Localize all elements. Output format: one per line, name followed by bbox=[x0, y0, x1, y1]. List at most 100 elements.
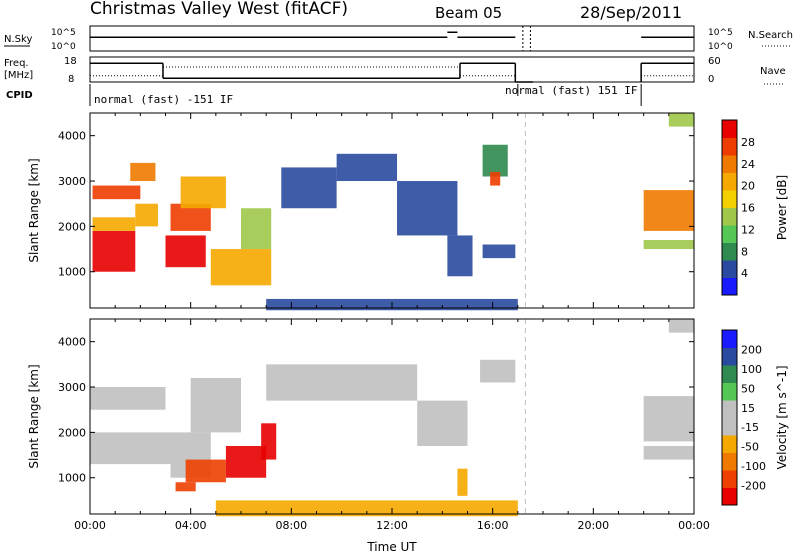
data-region bbox=[225, 445, 267, 478]
noise-tick-left-bottom: 10^0 bbox=[51, 42, 76, 52]
noise-panel bbox=[89, 25, 695, 52]
nave-tick-top: 60 bbox=[708, 56, 721, 67]
colorbar-cell bbox=[722, 347, 737, 366]
colorbar-cell bbox=[722, 137, 737, 156]
xlabel: Time UT bbox=[366, 540, 417, 554]
cpid-strip bbox=[89, 84, 642, 106]
colorbar-cell bbox=[722, 172, 737, 191]
colorbar-tick: 24 bbox=[741, 158, 755, 171]
nave-tick-bottom: 0 bbox=[708, 74, 714, 85]
xtick-label: 20:00 bbox=[577, 519, 609, 532]
ylabel: Slant Range [km] bbox=[27, 158, 41, 262]
freq-trace bbox=[90, 62, 694, 83]
noise-tick-right-bottom: 10^0 bbox=[708, 42, 733, 52]
ytick-label: 4000 bbox=[58, 336, 86, 349]
noise-tick-right-top: 10^5 bbox=[708, 28, 733, 38]
colorbar-tick: -50 bbox=[741, 441, 759, 454]
colorbar-tick: -200 bbox=[741, 480, 766, 493]
colorbar-label: Velocity [m s^-1] bbox=[775, 365, 789, 469]
colorbar-cell bbox=[722, 452, 737, 471]
power-colorbar: 4 8 12 16 20 24 28 Power [dB] bbox=[721, 119, 789, 296]
colorbar-tick: 28 bbox=[741, 136, 755, 149]
data-region bbox=[261, 423, 277, 460]
data-region bbox=[490, 171, 501, 186]
data-region bbox=[417, 400, 468, 446]
cpid-text-1: normal (fast) -151 IF bbox=[94, 93, 233, 106]
data-region bbox=[175, 482, 196, 492]
colorbar-label: Power [dB] bbox=[775, 175, 789, 240]
data-region bbox=[643, 396, 694, 442]
data-region bbox=[92, 185, 141, 200]
colorbar-tick: 8 bbox=[741, 245, 748, 258]
colorbar-tick: 15 bbox=[741, 402, 755, 415]
colorbar-tick: 200 bbox=[741, 343, 762, 356]
freq-label: Freq. bbox=[4, 58, 29, 69]
colorbar-cell bbox=[722, 382, 737, 401]
noise-sky-trace bbox=[90, 26, 694, 51]
colorbar-cell bbox=[722, 120, 737, 138]
ytick-label: 3000 bbox=[58, 381, 86, 394]
beam-label: Beam 05 bbox=[435, 4, 502, 22]
data-region bbox=[643, 239, 694, 250]
data-region bbox=[482, 244, 516, 259]
colorbar-cell bbox=[722, 470, 737, 488]
xtick-label: 00:00 bbox=[74, 519, 106, 532]
colorbar-tick: -15 bbox=[741, 421, 759, 434]
freq-unit-label: [MHz] bbox=[4, 70, 33, 81]
data-region bbox=[165, 235, 206, 268]
colorbar-frame bbox=[721, 119, 738, 296]
freq-tick-top: 18 bbox=[64, 56, 77, 67]
colorbar-tick: 4 bbox=[741, 267, 748, 280]
data-region bbox=[482, 144, 508, 177]
colorbar-cell bbox=[722, 330, 737, 348]
power-panel: 1000 2000 3000 4000 Slant Range [km] bbox=[27, 112, 695, 311]
data-region bbox=[185, 459, 226, 483]
data-region bbox=[643, 445, 694, 460]
data-region bbox=[668, 319, 694, 333]
noise-tick-left-top: 10^5 bbox=[51, 28, 76, 38]
nsky-label: N.Sky bbox=[4, 34, 32, 45]
colorbar-cell bbox=[722, 207, 737, 226]
colorbar-cell bbox=[722, 277, 737, 296]
cpid-label: CPID bbox=[6, 90, 33, 101]
data-region bbox=[180, 176, 226, 209]
xtick-label: 04:00 bbox=[175, 519, 207, 532]
ytick-label: 2000 bbox=[58, 220, 86, 233]
data-region bbox=[668, 113, 694, 127]
velocity-colorbar: -200 -100 -50 -15 15 50 100 200 Velocity [m s^-1… bbox=[721, 329, 789, 506]
data-region bbox=[190, 377, 241, 433]
ylabel: Slant Range [km] bbox=[27, 364, 41, 468]
data-region bbox=[241, 208, 272, 250]
ytick-label: 1000 bbox=[58, 472, 86, 485]
nave-label: Nave bbox=[760, 66, 786, 77]
data-region bbox=[643, 190, 694, 231]
colorbar-cell bbox=[722, 155, 737, 173]
ytick-label: 4000 bbox=[58, 130, 86, 143]
date-label: 28/Sep/2011 bbox=[580, 3, 682, 22]
data-region bbox=[397, 181, 458, 236]
data-region bbox=[447, 235, 473, 277]
colorbar-cell bbox=[722, 190, 737, 208]
colorbar-cell bbox=[722, 487, 737, 506]
data-region bbox=[266, 364, 418, 401]
ytick-label: 3000 bbox=[58, 175, 86, 188]
colorbar-tick: 50 bbox=[741, 382, 755, 395]
xtick-label: 08:00 bbox=[275, 519, 307, 532]
data-region bbox=[210, 249, 272, 286]
station-title: Christmas Valley West (fitACF) bbox=[90, 0, 348, 19]
nsearch-label: N.Search bbox=[748, 30, 793, 41]
colorbar-cell bbox=[722, 400, 737, 418]
data-region bbox=[480, 359, 516, 383]
xtick-label: 00:00 bbox=[678, 519, 710, 532]
freq-panel bbox=[89, 56, 695, 83]
ytick-label: 1000 bbox=[58, 266, 86, 279]
colorbar-tick: -100 bbox=[741, 460, 766, 473]
colorbar-cell bbox=[722, 260, 737, 278]
velocity-panel: 1000 2000 3000 4000 00:00 04:00 08:00 12:00 16:0… bbox=[27, 318, 710, 532]
xtick-label: 16:00 bbox=[477, 519, 509, 532]
colorbar-frame bbox=[721, 329, 738, 506]
data-region bbox=[135, 203, 158, 227]
colorbar-tick: 12 bbox=[741, 223, 755, 236]
ytick-label: 2000 bbox=[58, 426, 86, 439]
